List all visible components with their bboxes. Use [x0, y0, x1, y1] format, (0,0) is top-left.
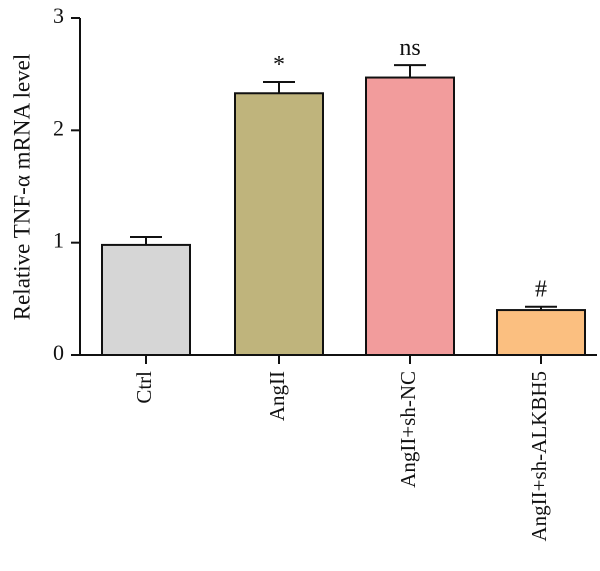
y-tick-label: 0 — [53, 340, 64, 365]
bar — [234, 92, 324, 356]
y-tick-label: 2 — [53, 115, 64, 140]
bar-group: * — [234, 52, 324, 356]
x-category-label: AngII+sh-ALKBH5 — [527, 371, 551, 542]
significance-label: # — [535, 277, 547, 303]
y-axis-title: Relative TNF-α mRNA level — [9, 54, 34, 321]
bar — [101, 243, 191, 356]
x-category-label: AngII — [265, 371, 289, 421]
bar — [365, 76, 455, 357]
bar-group: ns — [365, 35, 455, 357]
x-category-label: AngII+sh-NC — [396, 371, 420, 488]
bar-group — [101, 236, 191, 356]
x-axis: Ctrl AngII AngII+sh-NC AngII+sh-ALKBH5 — [80, 354, 597, 542]
bar — [496, 309, 586, 357]
significance-label: ns — [399, 35, 420, 61]
y-tick-label: 3 — [53, 3, 64, 28]
bars: * ns # — [101, 35, 586, 357]
bar-group: # — [496, 277, 586, 357]
y-axis: 0 1 2 3 — [53, 3, 81, 365]
y-tick-label: 1 — [53, 228, 64, 253]
x-category-label: Ctrl — [132, 371, 156, 404]
significance-label: * — [273, 52, 285, 78]
